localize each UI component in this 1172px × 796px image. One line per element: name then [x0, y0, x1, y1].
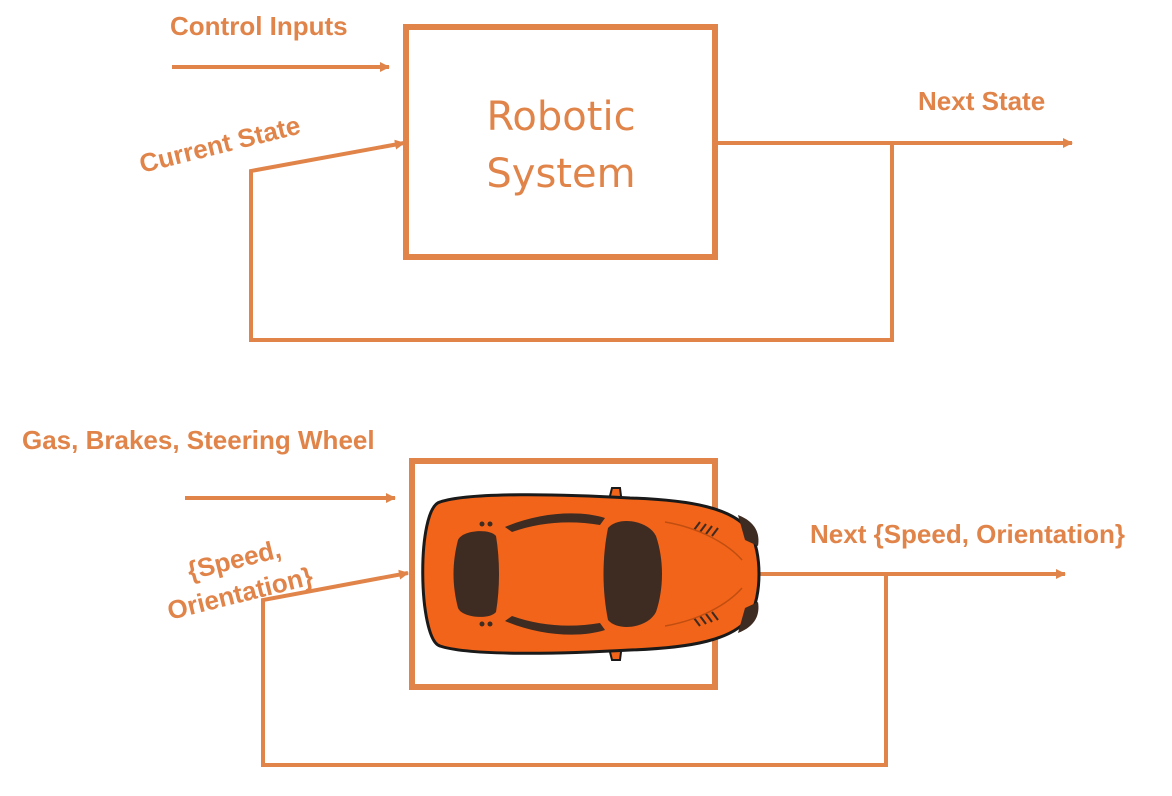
- race-car-icon: [421, 487, 761, 661]
- feedback-loop: [249, 139, 894, 342]
- car-hood-vents-bottom: [693, 611, 719, 627]
- car-rear-window: [453, 531, 499, 617]
- car-hood-vents-top: [693, 521, 719, 537]
- current-state-label: Current State: [136, 110, 303, 179]
- bottom-diagram: Gas, Brakes, Steering Wheel Next {Speed,…: [22, 425, 1125, 767]
- car-hood-line-top: [664, 521, 743, 561]
- top-diagram: Robotic System Control Inputs Next State…: [136, 11, 1073, 342]
- car-hood-line-bottom: [664, 587, 743, 627]
- robotic-system-block: [403, 24, 718, 260]
- car-nose-bottom: [738, 602, 759, 633]
- gas-brakes-steering-label: Gas, Brakes, Steering Wheel: [22, 425, 375, 455]
- next-speed-orientation-label: Next {Speed, Orientation}: [810, 519, 1125, 549]
- next-state-label: Next State: [918, 86, 1045, 116]
- block-label-line2: System: [486, 151, 635, 197]
- car-side-window-top: [505, 513, 605, 532]
- control-inputs-label: Control Inputs: [170, 11, 348, 41]
- car-rear-lights: [479, 521, 493, 627]
- block-label-line1: Robotic: [486, 94, 635, 140]
- speed-orientation-feedback-loop: [261, 569, 888, 767]
- car-windshield: [603, 521, 662, 627]
- car-side-window-bottom: [505, 616, 605, 635]
- car-nose: [738, 515, 759, 546]
